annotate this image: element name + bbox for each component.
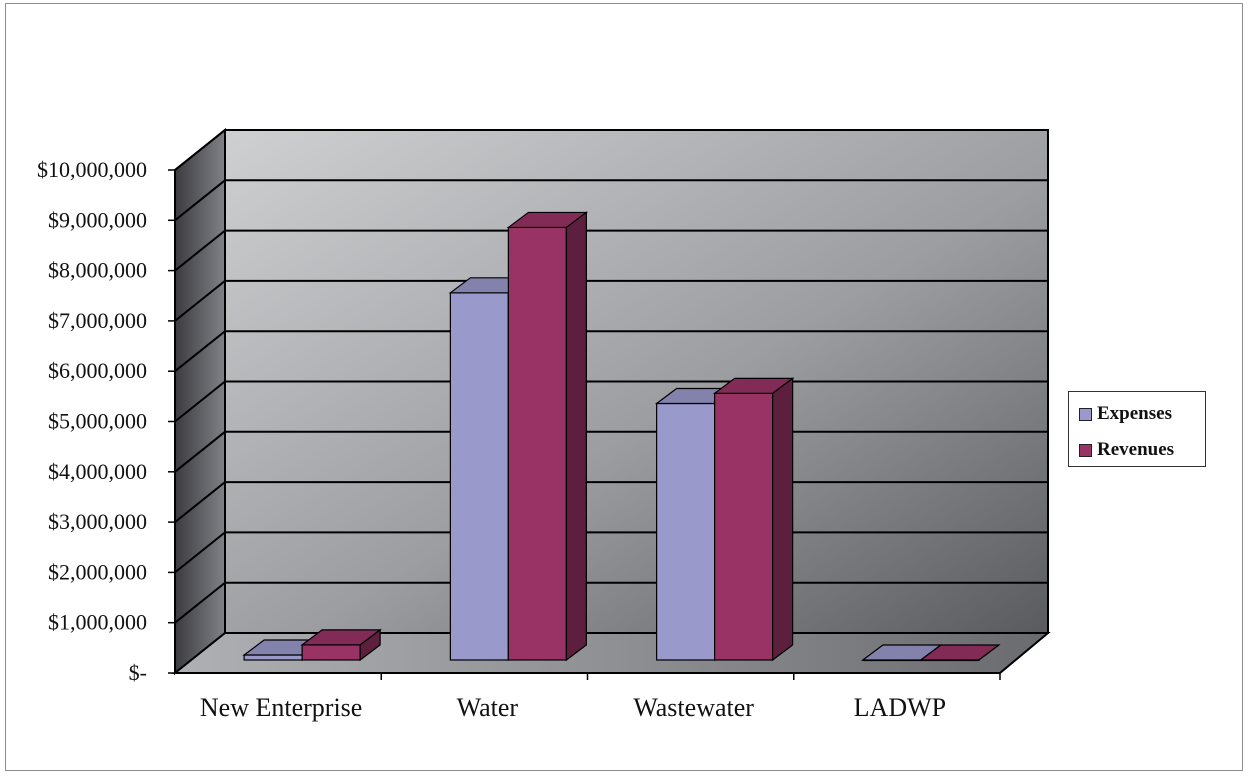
bar-revenues-wastewater — [712, 377, 795, 662]
gridline — [174, 179, 1048, 222]
bar-revenues-water — [506, 211, 589, 662]
y-tick-label: $- — [129, 660, 147, 685]
bar-revenues-wastewater-front — [714, 392, 774, 661]
bar-revenues-water-side — [565, 211, 587, 662]
y-tick-label: $6,000,000 — [48, 358, 147, 383]
bar-revenues-ladwp — [919, 644, 1001, 662]
legend-swatch-expenses — [1079, 407, 1092, 421]
gridline — [174, 229, 1048, 272]
x-category-label: Water — [457, 693, 519, 722]
y-tick-label: $9,000,000 — [48, 207, 147, 232]
bar-expenses-new-enterprise-front — [243, 654, 303, 661]
legend-label-revenues: Revenues — [1097, 439, 1175, 460]
bar-expenses-wastewater-front — [656, 402, 716, 661]
bar-expenses-water-front — [449, 292, 509, 661]
legend-label-expenses: Expenses — [1097, 403, 1172, 424]
x-category-label: New Enterprise — [200, 693, 362, 722]
y-tick-label: $4,000,000 — [48, 459, 147, 484]
y-tick-label: $1,000,000 — [48, 610, 147, 635]
gridline — [174, 330, 1048, 372]
gridline — [174, 129, 1048, 171]
y-tick-label: $3,000,000 — [48, 509, 147, 534]
y-tick-label: $8,000,000 — [48, 258, 147, 283]
y-tick-label: $10,000,000 — [37, 157, 147, 182]
legend-item-expenses: Expenses — [1079, 401, 1172, 427]
bar-revenues-ladwp-side — [978, 644, 1000, 661]
bar-revenues-new-enterprise-side — [359, 628, 381, 662]
gridline — [174, 279, 1048, 322]
bar-revenues-wastewater-side — [772, 377, 794, 662]
y-tick-label: $7,000,000 — [48, 308, 147, 333]
legend: Expenses Revenues — [1068, 391, 1206, 467]
bar-revenues-water-front — [507, 226, 567, 661]
legend-item-revenues: Revenues — [1079, 437, 1174, 463]
legend-swatch-revenues — [1079, 443, 1092, 457]
x-category-label: Wastewater — [633, 693, 754, 722]
bar-revenues-new-enterprise — [300, 628, 382, 662]
y-tick-label: $2,000,000 — [48, 559, 147, 584]
x-category-label: LADWP — [854, 693, 946, 722]
y-tick-label: $5,000,000 — [48, 409, 147, 434]
bar-revenues-new-enterprise-front — [301, 644, 361, 661]
